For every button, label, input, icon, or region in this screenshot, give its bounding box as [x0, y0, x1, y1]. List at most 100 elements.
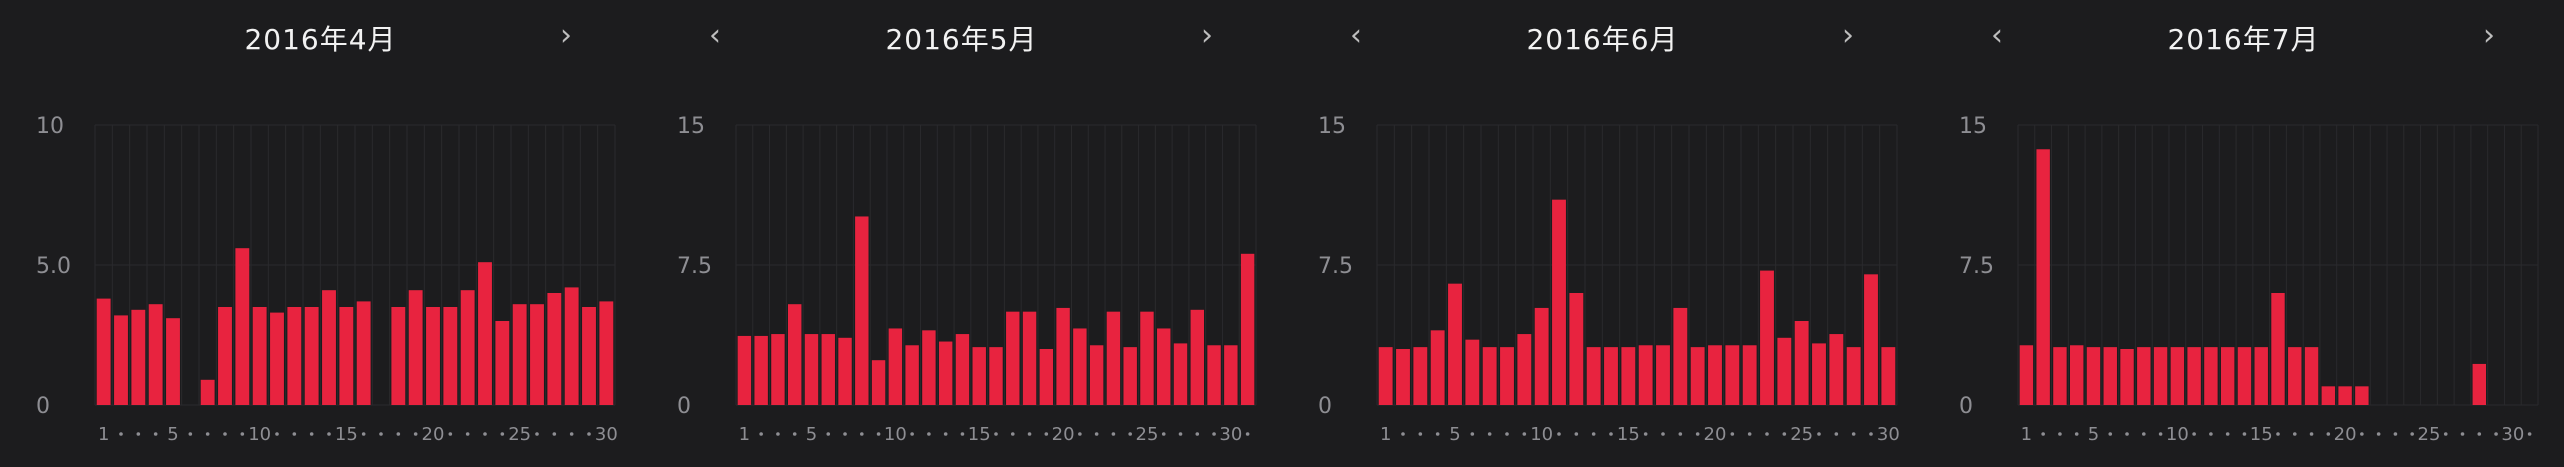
x-tick-dot — [1643, 432, 1648, 436]
next-month-chevron-icon[interactable]: › — [2483, 18, 2495, 53]
x-tick-dot — [1487, 432, 1492, 436]
bar — [1690, 347, 1705, 405]
x-tick-dot — [483, 432, 487, 436]
bar — [2204, 347, 2218, 405]
month-title: 2016年4月 — [244, 23, 397, 56]
bar — [754, 335, 768, 405]
prev-month-chevron-icon[interactable]: ‹ — [1350, 18, 1362, 53]
bar — [2103, 347, 2117, 405]
bar — [356, 301, 371, 405]
chart-panel-may: 0 7.5 15 1 5 10 15 20 25 30 ‹ 2016年5月 › — [641, 0, 1282, 467]
bar — [1638, 345, 1653, 405]
bar — [495, 321, 510, 405]
bar — [1621, 347, 1636, 405]
bar — [218, 307, 232, 405]
x-tick-label: 20 — [2334, 424, 2357, 445]
x-tick-dot — [1401, 432, 1405, 436]
bar — [1430, 330, 1445, 405]
bar — [1604, 347, 1618, 405]
x-tick-label: 5 — [167, 424, 178, 445]
y-tick-label: 0 — [1959, 394, 1973, 419]
bar — [1448, 283, 1462, 405]
prev-month-chevron-icon[interactable]: ‹ — [709, 18, 721, 53]
x-tick-dot — [1128, 432, 1132, 436]
bar — [1760, 270, 1774, 405]
bar — [1586, 347, 1601, 405]
x-tick-dot — [535, 432, 539, 436]
bar — [443, 307, 458, 405]
x-tick-dot — [2074, 432, 2079, 436]
x-tick-dot — [465, 432, 470, 436]
x-tick-dot — [1765, 432, 1769, 436]
x-tick-dot — [500, 432, 505, 436]
bar — [2472, 363, 2486, 405]
bar — [1140, 311, 1154, 405]
x-tick-label: 25 — [2418, 424, 2441, 445]
x-tick-dot — [2108, 432, 2113, 436]
next-month-chevron-icon[interactable]: › — [1842, 18, 1854, 53]
bar — [1500, 347, 1514, 405]
x-tick-dot — [2360, 432, 2364, 436]
bar — [1224, 345, 1238, 405]
x-tick-label: 1 — [98, 424, 109, 445]
x-tick-dot — [1817, 432, 1821, 436]
x-tick-label: 5 — [806, 424, 817, 445]
bar — [821, 334, 835, 405]
bar — [1190, 309, 1204, 405]
x-tick-dot — [1730, 432, 1735, 436]
x-tick-dot — [1111, 432, 1116, 436]
x-tick-dot — [927, 432, 931, 436]
x-tick-dot — [223, 432, 227, 436]
bar — [1794, 321, 1809, 405]
x-tick-dot — [1078, 432, 1082, 436]
y-tick-label: 15 — [1959, 114, 1987, 139]
x-tick-dot — [1834, 432, 1839, 436]
bar — [564, 287, 579, 405]
x-tick-dot — [994, 432, 998, 436]
x-tick-label: 20 — [422, 424, 445, 445]
x-tick-dot — [153, 432, 158, 436]
x-tick-dot — [2326, 432, 2331, 436]
bar — [888, 328, 903, 405]
bar — [1073, 328, 1087, 405]
bar — [547, 293, 562, 405]
x-tick-label: 30 — [1877, 424, 1900, 445]
x-tick-dot — [2209, 432, 2213, 436]
bar — [955, 334, 970, 405]
x-tick-dot — [413, 432, 418, 436]
bar — [1552, 199, 1566, 405]
bar — [1378, 347, 1393, 405]
x-tick-dot — [2041, 432, 2045, 436]
y-tick-label: 7.5 — [677, 254, 712, 279]
bar — [1846, 347, 1861, 405]
x-tick-dot — [587, 432, 591, 436]
bar — [1173, 343, 1188, 405]
bar — [1240, 253, 1255, 405]
bar — [270, 312, 284, 405]
bar — [1465, 339, 1480, 405]
x-tick-dot — [2477, 432, 2482, 436]
bar — [2220, 347, 2235, 405]
x-tick-dot — [1418, 432, 1423, 436]
bar — [1864, 274, 1878, 405]
bar — [2338, 386, 2352, 405]
x-tick-dot — [275, 432, 279, 436]
bar — [2288, 347, 2302, 405]
next-month-chevron-icon[interactable]: › — [560, 18, 572, 53]
bar — [1207, 345, 1221, 405]
x-tick-label: 10 — [1530, 424, 1553, 445]
bar — [1569, 293, 1584, 405]
x-tick-dot — [2393, 432, 2398, 436]
x-tick-dot — [2192, 432, 2196, 436]
prev-month-chevron-icon[interactable]: ‹ — [1991, 18, 2003, 53]
x-tick-label: 5 — [2088, 424, 2099, 445]
x-tick-dot — [1557, 432, 1561, 436]
next-month-chevron-icon[interactable]: › — [1201, 18, 1213, 53]
x-tick-label: 15 — [335, 424, 358, 445]
panel-header: ‹ 2016年6月 › — [1282, 0, 1923, 80]
x-tick-dot — [843, 432, 847, 436]
x-tick-dot — [552, 432, 557, 436]
x-tick-dot — [136, 432, 141, 436]
x-tick-dot — [1245, 432, 1250, 436]
x-tick-dot — [1010, 432, 1015, 436]
